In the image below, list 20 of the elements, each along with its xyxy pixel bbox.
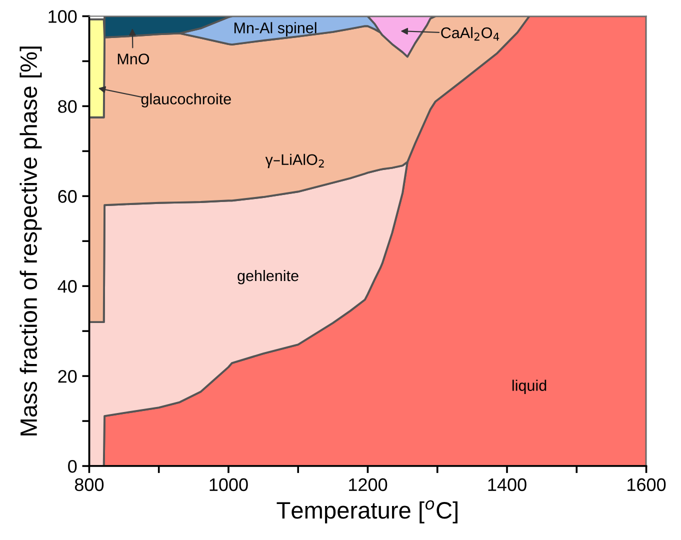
annotation: Mn-Al spinel [234, 22, 316, 36]
y-tick-label: 20 [58, 370, 77, 383]
y-tick-label: 60 [58, 190, 77, 203]
x-tick-label: 800 [74, 478, 104, 492]
annotation: gehlenite [238, 270, 298, 284]
y-axis-title: Mass fraction of respective phase [%] [20, 46, 42, 436]
y-tick-label: 80 [58, 100, 77, 113]
y-tick-label: 100 [48, 10, 77, 23]
x-tick-label: 1000 [210, 478, 248, 492]
annotation: glaucochroite [141, 93, 231, 108]
y-tick-label: 0 [68, 460, 77, 473]
x-tick-label: 1400 [488, 478, 526, 492]
annotation: MnO [118, 54, 150, 64]
x-tick-label: 1200 [349, 478, 388, 492]
annotation: liquid [512, 380, 546, 394]
annotation: γ–LiAlO$_{2}$ [265, 154, 324, 168]
y-tick-label: 40 [58, 280, 77, 293]
x-tick-label: 1600 [628, 478, 666, 492]
annotation: CaAl$_{2}$O$_{4}$ [441, 26, 500, 41]
x-axis-title: Temperature [$^{o}$C] [276, 500, 458, 524]
